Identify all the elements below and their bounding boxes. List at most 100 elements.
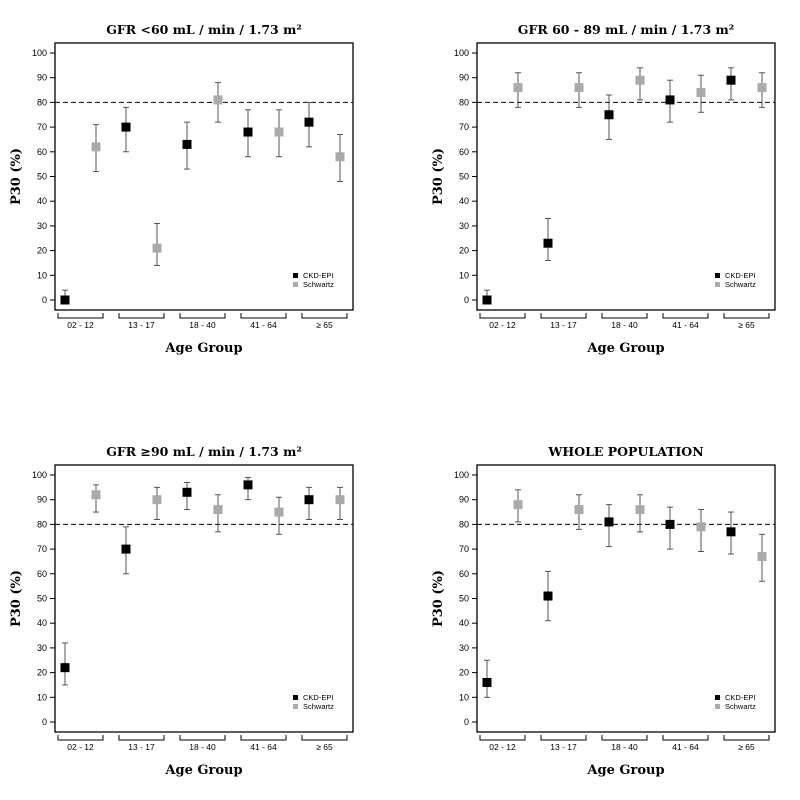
- y-tick-label: 60: [459, 569, 469, 579]
- y-tick-label: 50: [37, 594, 47, 604]
- y-tick-label: 40: [459, 618, 469, 628]
- data-point: [482, 295, 492, 305]
- category-label: 41 - 64: [250, 320, 277, 330]
- category-bracket: [301, 313, 348, 319]
- y-tick-label: 0: [464, 717, 469, 727]
- y-tick-label: 90: [37, 495, 47, 505]
- data-point: [543, 591, 553, 601]
- data-point: [182, 487, 192, 497]
- y-axis-label: P30 (%): [9, 570, 24, 627]
- data-point: [121, 544, 131, 554]
- chart-title: GFR ≥90 mL / min / 1.73 m²: [106, 444, 302, 459]
- category-bracket: [301, 735, 348, 741]
- y-tick-label: 100: [32, 48, 47, 58]
- y-axis-label: P30 (%): [431, 148, 446, 205]
- legend-swatch: [293, 273, 298, 278]
- data-point: [726, 527, 736, 537]
- data-point: [274, 507, 284, 517]
- category-bracket: [240, 735, 287, 741]
- y-tick-label: 80: [37, 519, 47, 529]
- data-point: [152, 243, 162, 253]
- data-point: [213, 95, 223, 105]
- y-tick-label: 30: [37, 643, 47, 653]
- y-tick-label: 10: [459, 692, 469, 702]
- category-label: 41 - 64: [250, 742, 277, 752]
- category-label: 02 - 12: [67, 320, 94, 330]
- y-tick-label: 100: [454, 470, 469, 480]
- legend-label: Schwartz: [725, 702, 756, 711]
- y-tick-label: 20: [37, 246, 47, 256]
- y-tick-label: 60: [459, 147, 469, 157]
- data-point: [635, 505, 645, 515]
- data-point: [304, 117, 314, 127]
- data-point: [121, 122, 131, 132]
- y-tick-label: 40: [37, 618, 47, 628]
- chart-panel-1: GFR <60 mL / min / 1.73 m² 0 10 20 30 40 50 60 7…: [9, 22, 354, 356]
- data-point: [243, 480, 253, 490]
- data-point: [543, 238, 553, 248]
- category-label: 02 - 12: [67, 742, 94, 752]
- y-tick-label: 90: [459, 495, 469, 505]
- x-axis: 02 - 12 13 - 17 18 - 40 41 - 64 ≥ 65: [479, 313, 770, 330]
- category-bracket: [57, 313, 104, 319]
- series-schwartz: [513, 67, 767, 113]
- category-label: 18 - 40: [189, 320, 216, 330]
- y-tick-label: 70: [37, 544, 47, 554]
- data-point: [213, 505, 223, 515]
- y-tick-label: 10: [459, 270, 469, 280]
- category-label: ≥ 65: [738, 320, 755, 330]
- plot-frame: [54, 42, 354, 311]
- series-schwartz: [91, 82, 345, 266]
- data-point: [182, 139, 192, 149]
- y-tick-label: 90: [37, 73, 47, 83]
- x-axis: 02 - 12 13 - 17 18 - 40 41 - 64 ≥ 65: [57, 735, 348, 752]
- y-tick-label: 0: [464, 295, 469, 305]
- data-point: [513, 500, 523, 510]
- category-label: 18 - 40: [189, 742, 216, 752]
- series-schwartz: [513, 489, 767, 582]
- data-point: [574, 505, 584, 515]
- y-tick-label: 10: [37, 692, 47, 702]
- chart-panel-2: GFR 60 - 89 mL / min / 1.73 m² 0 10 20 30 40 5…: [431, 22, 776, 356]
- series-ckd-epi: [482, 67, 736, 305]
- y-tick-label: 70: [37, 122, 47, 132]
- y-axis: 0 10 20 30 40 50 60 70 80 90 100: [454, 470, 477, 727]
- category-label: 02 - 12: [489, 742, 516, 752]
- y-tick-label: 20: [459, 668, 469, 678]
- legend-label: Schwartz: [303, 702, 334, 711]
- category-bracket: [540, 735, 587, 741]
- category-bracket: [118, 735, 165, 741]
- y-axis: 0 10 20 30 40 50 60 70 80 90 100: [32, 470, 55, 727]
- y-tick-label: 80: [37, 97, 47, 107]
- data-point: [604, 517, 614, 527]
- category-label: 02 - 12: [489, 320, 516, 330]
- data-point: [757, 552, 767, 562]
- data-point: [574, 83, 584, 93]
- category-bracket: [540, 313, 587, 319]
- y-tick-label: 50: [459, 172, 469, 182]
- y-tick-label: 30: [459, 643, 469, 653]
- y-tick-label: 70: [459, 544, 469, 554]
- data-point: [604, 110, 614, 120]
- legend-label: Schwartz: [725, 280, 756, 289]
- data-point: [635, 75, 645, 85]
- category-label: 18 - 40: [611, 742, 638, 752]
- legend-swatch: [715, 704, 720, 709]
- chart-title: GFR <60 mL / min / 1.73 m²: [106, 22, 302, 37]
- data-point: [304, 495, 314, 505]
- category-bracket: [479, 313, 526, 319]
- series-schwartz: [91, 484, 345, 535]
- y-tick-label: 0: [42, 717, 47, 727]
- x-axis: 02 - 12 13 - 17 18 - 40 41 - 64 ≥ 65: [479, 735, 770, 752]
- legend-swatch: [293, 282, 298, 287]
- y-tick-label: 30: [37, 221, 47, 231]
- series-ckd-epi: [482, 504, 736, 698]
- legend-swatch: [715, 273, 720, 278]
- y-tick-label: 60: [37, 569, 47, 579]
- data-point: [60, 295, 70, 305]
- category-label: 13 - 17: [550, 320, 577, 330]
- y-tick-label: 90: [459, 73, 469, 83]
- data-point: [482, 677, 492, 687]
- category-label: 18 - 40: [611, 320, 638, 330]
